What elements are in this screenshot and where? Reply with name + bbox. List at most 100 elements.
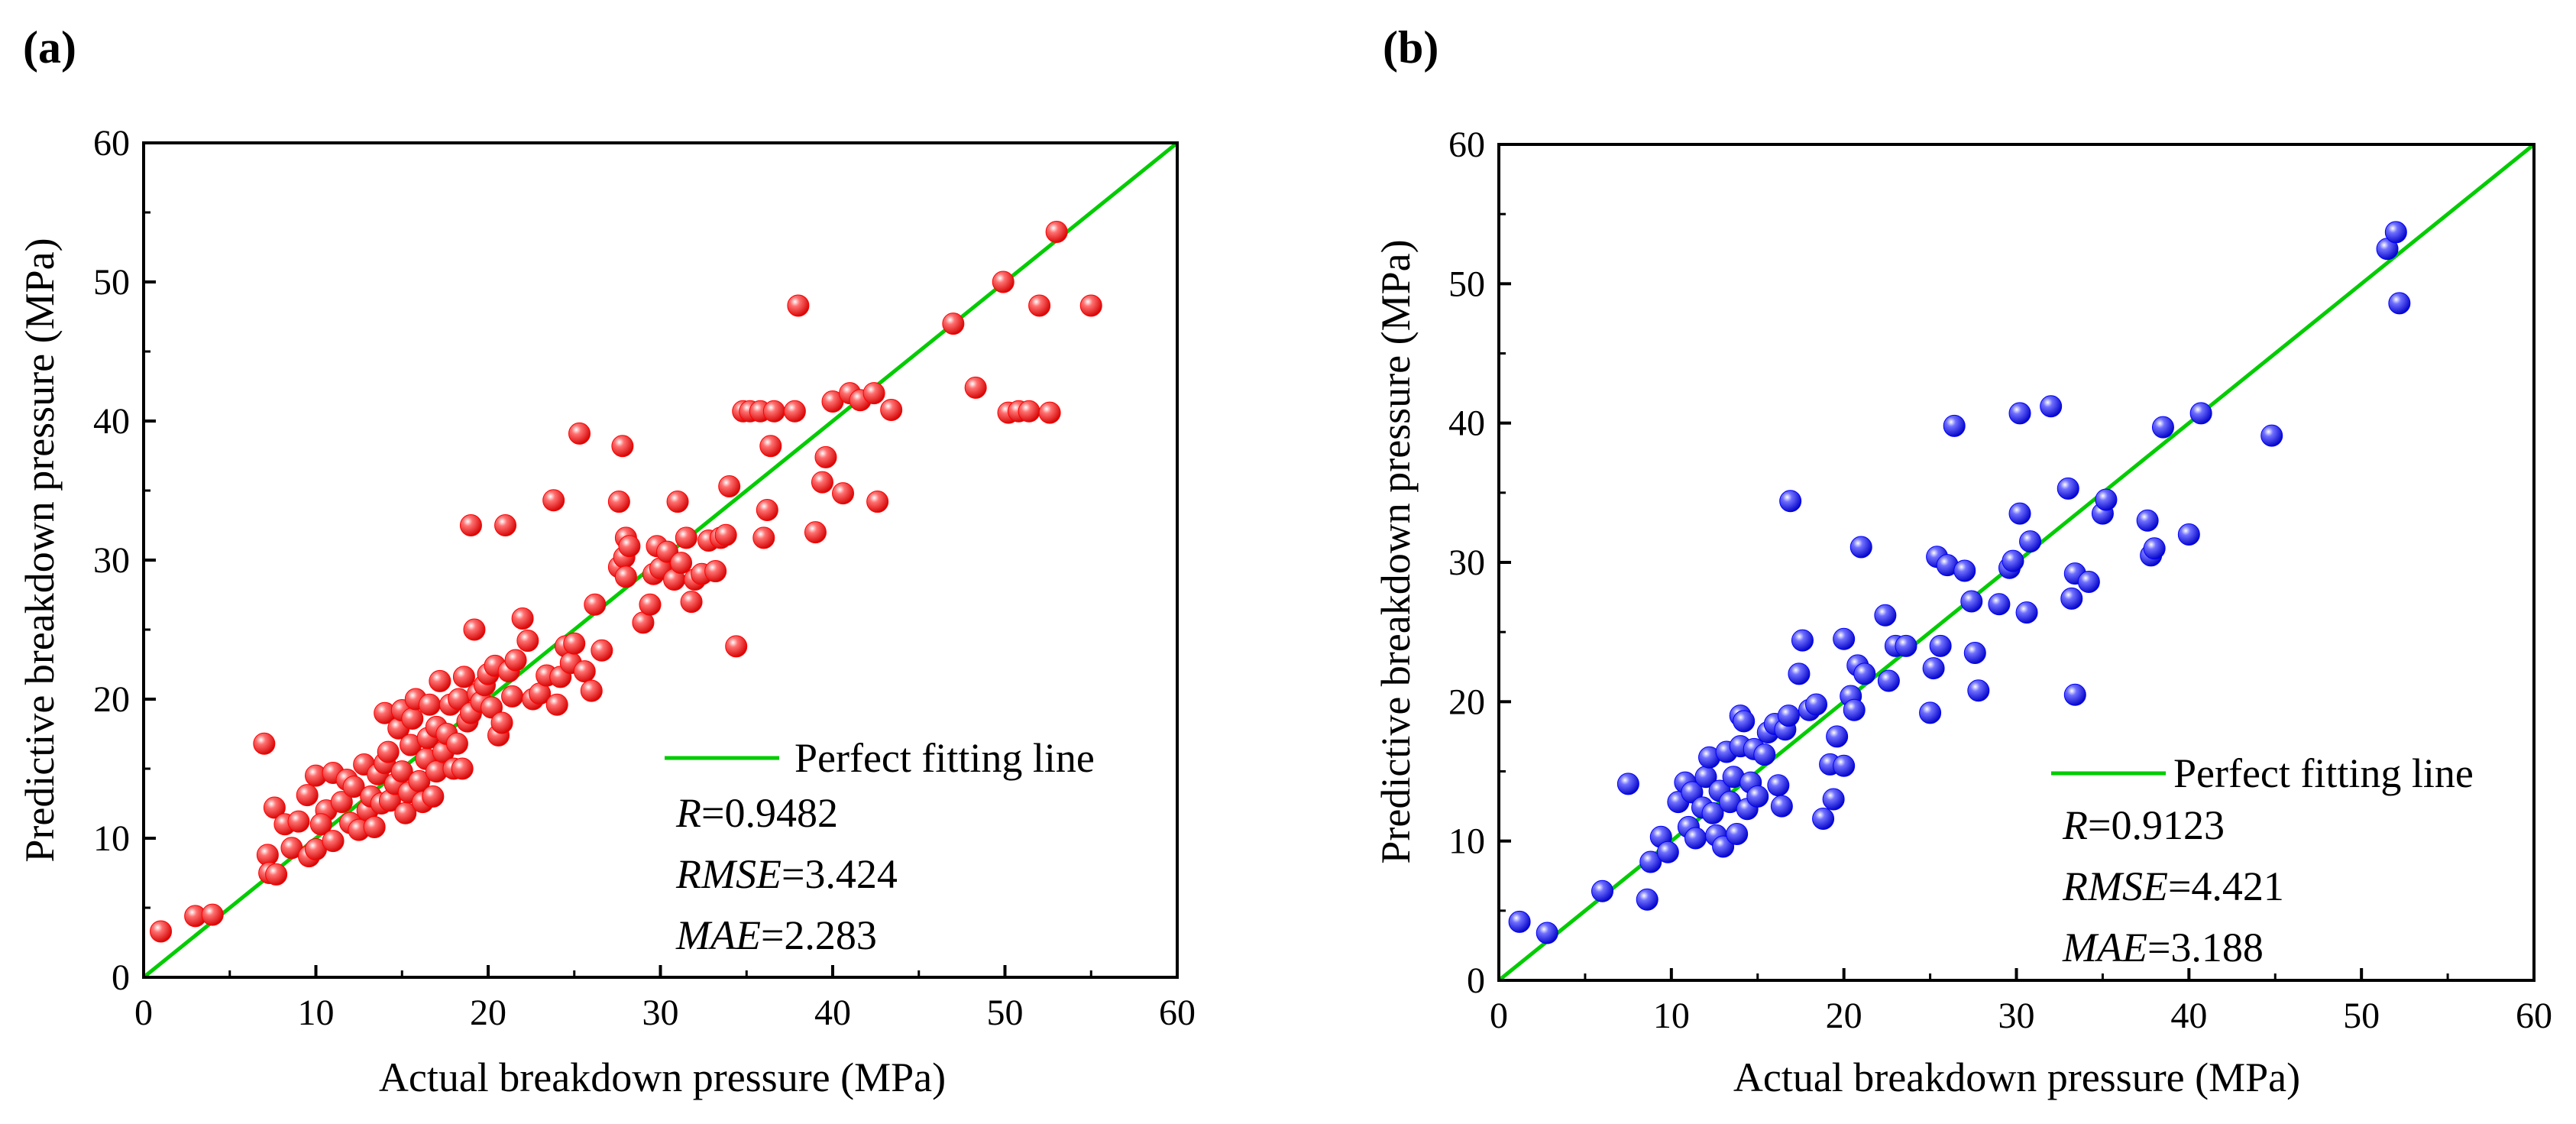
- y-tick-label-b: 40: [1448, 403, 1485, 444]
- data-point-a: [377, 740, 400, 763]
- data-point-a: [150, 920, 173, 943]
- y-tick-label-a: 0: [112, 957, 130, 998]
- x-tick-label-b: 20: [1826, 996, 1862, 1036]
- data-point-b: [1656, 841, 1679, 863]
- stat-mae-value-b: =3.188: [2147, 925, 2264, 970]
- x-tick-label-a: 0: [134, 993, 153, 1033]
- data-point-a: [618, 535, 641, 558]
- data-point-a: [451, 757, 474, 780]
- data-point-b: [1536, 922, 1558, 944]
- data-point-b: [1746, 785, 1769, 808]
- data-point-a: [680, 591, 703, 614]
- panel-label-a: (a): [23, 22, 76, 73]
- data-point-b: [1849, 536, 1872, 559]
- data-point-a: [296, 784, 319, 807]
- panel-a: (a) Predictive breakdown pressure (MPa) …: [17, 22, 1196, 1100]
- data-point-a: [580, 679, 603, 702]
- y-tick-label-b: 0: [1467, 960, 1485, 1001]
- data-point-b: [1770, 795, 1793, 818]
- data-point-b: [2040, 395, 2063, 418]
- y-tick-label-a: 60: [93, 123, 130, 164]
- stat-rmse-name-a: RMSE: [675, 851, 782, 897]
- y-tick-label-a: 50: [93, 262, 130, 303]
- stats-b: R=0.9123 RMSE=4.421 MAE=3.188: [2062, 802, 2284, 970]
- data-point-a: [494, 514, 517, 536]
- data-point-a: [591, 639, 613, 662]
- data-point-b: [1833, 627, 1856, 650]
- data-point-a: [422, 785, 445, 808]
- y-tick-label-b: 60: [1448, 125, 1485, 165]
- data-point-b: [1922, 657, 1945, 680]
- data-point-b: [1767, 774, 1790, 797]
- stat-rmse-value-b: =4.421: [2168, 863, 2284, 909]
- data-point-a: [714, 523, 737, 546]
- data-point-a: [263, 796, 286, 819]
- data-point-a: [401, 707, 424, 730]
- data-point-b: [2136, 509, 2159, 532]
- data-point-b: [1712, 835, 1735, 858]
- data-point-b: [1822, 788, 1845, 811]
- data-point-b: [1943, 414, 1966, 437]
- stat-r-value-a: =0.9482: [701, 790, 838, 836]
- data-point-b: [2019, 530, 2042, 553]
- data-point-a: [759, 435, 782, 458]
- x-tick-label-b: 30: [1998, 996, 2035, 1036]
- stat-rmse-a: RMSE=3.424: [675, 851, 898, 897]
- stat-mae-name-a: MAE: [675, 912, 761, 958]
- data-point-b: [1877, 669, 1900, 692]
- data-point-a: [418, 693, 441, 716]
- data-point-a: [725, 635, 748, 658]
- data-point-a: [675, 526, 697, 549]
- data-point-b: [1639, 850, 1662, 873]
- data-point-a: [607, 491, 630, 513]
- y-axis-title-b: Predictive breakdown pressure (MPa): [1373, 239, 1419, 863]
- data-point-a: [1018, 400, 1040, 423]
- stat-r-name-a: R: [675, 790, 701, 836]
- stat-rmse-value-a: =3.424: [782, 851, 898, 897]
- data-point-b: [2002, 549, 2024, 572]
- stat-rmse-b: RMSE=4.421: [2062, 863, 2284, 909]
- data-point-b: [1681, 781, 1704, 804]
- data-point-a: [787, 294, 810, 317]
- data-point-b: [1929, 634, 1952, 657]
- data-point-b: [1812, 807, 1835, 830]
- ticks-a: 0 10 20 30 40 50 60 0 10 20 30 40 50 60: [93, 123, 1196, 1033]
- plot-frame-b: [1497, 143, 2536, 982]
- data-point-a: [992, 270, 1015, 293]
- data-point-b: [1826, 725, 1849, 748]
- y-axis-title-a: Predictive breakdown pressure (MPa): [17, 238, 63, 862]
- data-point-a: [811, 471, 833, 494]
- data-point-a: [363, 815, 386, 838]
- x-axis-title-b: Actual breakdown pressure (MPa): [1733, 1054, 2300, 1100]
- x-tick-label-a: 40: [814, 993, 851, 1033]
- data-point-a: [611, 435, 634, 458]
- data-point-a: [704, 560, 727, 583]
- data-point-a: [1028, 294, 1051, 317]
- data-point-b: [1805, 693, 1828, 716]
- stat-mae-value-a: =2.283: [761, 912, 877, 958]
- panel-b: (b) Predictive breakdown pressure (MPa) …: [1373, 22, 2552, 1100]
- y-tick-label-a: 30: [93, 540, 130, 581]
- data-point-a: [718, 475, 741, 498]
- data-point-b: [1960, 590, 1983, 613]
- data-point-b: [1508, 910, 1531, 933]
- data-point-a: [814, 445, 837, 468]
- legend-b: Perfect fitting line: [2051, 750, 2474, 796]
- stat-r-b: R=0.9123: [2062, 802, 2225, 848]
- x-tick-label-b: 40: [2170, 996, 2207, 1036]
- data-point-b: [1726, 823, 1749, 846]
- data-point-b: [1843, 698, 1866, 721]
- data-point-a: [568, 422, 591, 445]
- data-point-a: [639, 593, 662, 616]
- stat-mae-a: MAE=2.283: [675, 912, 877, 958]
- data-point-a: [1038, 401, 1061, 424]
- panel-label-b: (b): [1383, 22, 1438, 73]
- data-point-b: [2260, 424, 2283, 447]
- data-point-b: [2384, 221, 2407, 244]
- x-tick-label-b: 10: [1653, 996, 1690, 1036]
- x-tick-label-b: 60: [2516, 996, 2552, 1036]
- stat-r-name-b: R: [2062, 802, 2088, 848]
- data-point-b: [1779, 490, 1802, 513]
- data-point-a: [545, 693, 568, 716]
